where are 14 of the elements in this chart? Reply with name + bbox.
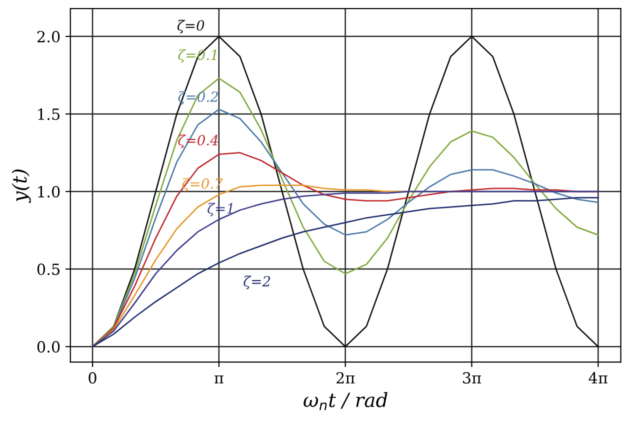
series-label: ζ=2 bbox=[244, 276, 270, 290]
y-axis-title: y(t) bbox=[12, 170, 31, 204]
series-label: ζ=0 bbox=[177, 20, 204, 34]
y-tick-label: 2.0 bbox=[37, 30, 60, 42]
y-tick-label: 0.0 bbox=[37, 341, 60, 353]
x-axis-title: ω$_{n}$t / rad bbox=[304, 392, 388, 410]
x-tick-label: 2π bbox=[336, 372, 355, 384]
y-tick-label: 0.5 bbox=[37, 264, 60, 276]
x-tick-label: 0 bbox=[88, 372, 96, 384]
x-tick-label: 4π bbox=[588, 372, 608, 384]
x-tick-label: 3π bbox=[463, 372, 482, 384]
y-tick-label: 1.0 bbox=[38, 186, 60, 198]
x-tick-label: π bbox=[214, 376, 224, 384]
y-tick-label: 1.5 bbox=[38, 108, 60, 120]
